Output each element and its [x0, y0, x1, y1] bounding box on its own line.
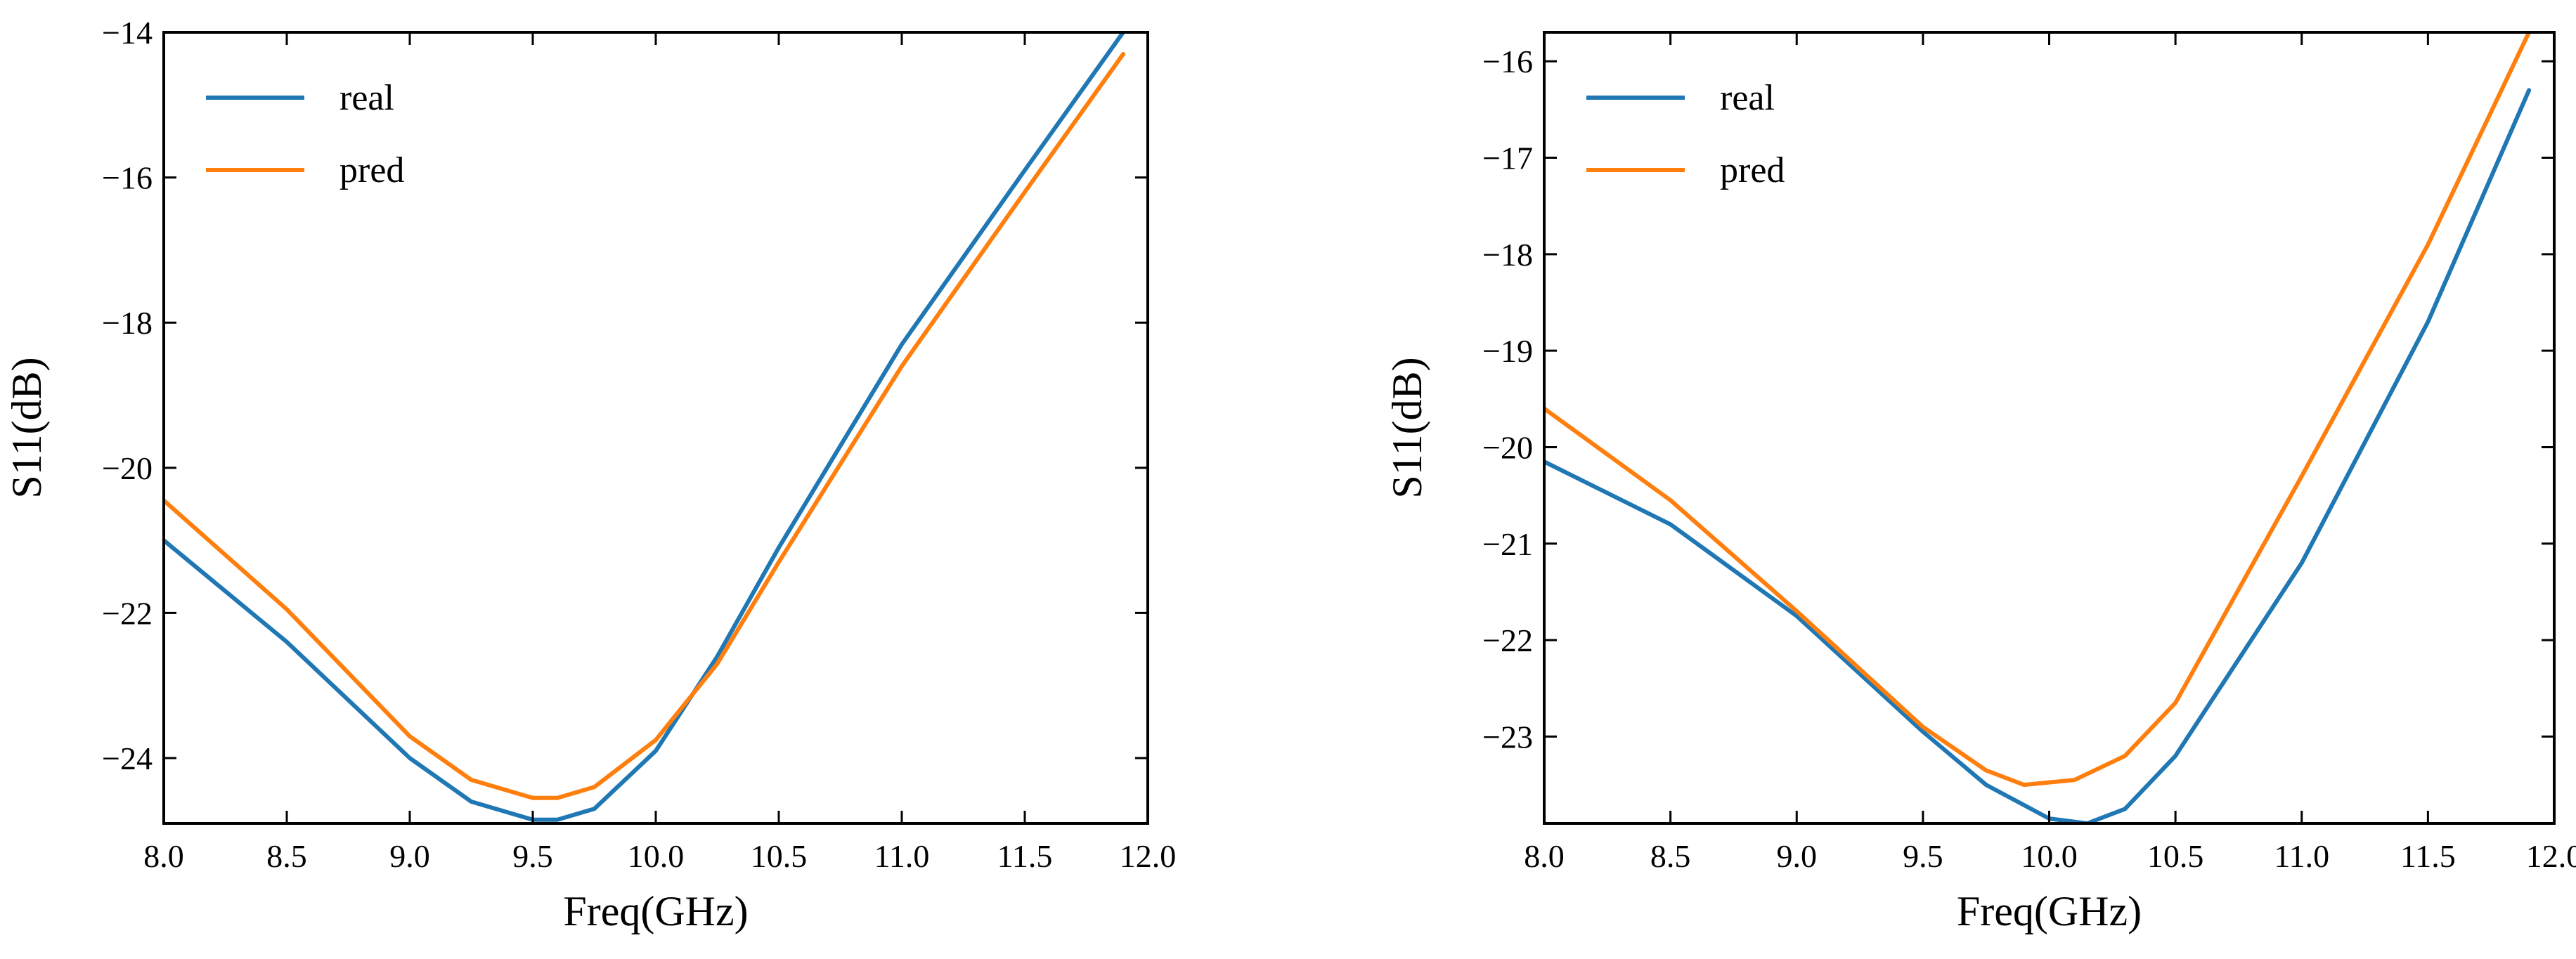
y-tick-label: −18	[1482, 237, 1533, 273]
y-tick-label: −22	[1482, 622, 1533, 658]
chart-right: 8.0 8.5 9.0 9.5 10.0 10.5 11.0 11.5 12.0 −23 −22 −2…	[1384, 31, 2576, 934]
legend-label-pred: pred	[1720, 150, 1785, 190]
x-tick-label: 11.5	[2400, 838, 2456, 874]
plot-frame	[1543, 31, 2556, 825]
x-axis-label: Freq(GHz)	[563, 888, 748, 934]
x-tick-label: 8.5	[1650, 838, 1691, 874]
series-line-real	[164, 32, 1125, 822]
legend-label-real: real	[1720, 78, 1775, 118]
x-tick-label: 9.0	[389, 838, 430, 874]
y-tick-label: −17	[1482, 141, 1533, 176]
y-tick-label: −16	[102, 160, 153, 196]
y-tick-label: −14	[102, 15, 153, 51]
y-tick-label: −20	[102, 450, 153, 486]
y-tick-label: −24	[102, 741, 153, 776]
x-axis-label: Freq(GHz)	[1957, 888, 2142, 934]
legend-label-pred: pred	[339, 150, 404, 190]
x-tick-label: 9.5	[1903, 838, 1943, 874]
y-tick-label: −21	[1482, 526, 1533, 562]
legend-label-real: real	[339, 78, 394, 118]
x-tick-label: 10.0	[628, 838, 685, 874]
y-axis-label: S11(dB)	[1384, 357, 1430, 498]
y-tick-label: −19	[1482, 333, 1533, 369]
x-tick-label: 12.0	[1120, 838, 1177, 874]
x-tick-label: 11.0	[874, 838, 930, 874]
series-line-pred	[1544, 32, 2532, 788]
x-tick-label: 9.0	[1777, 838, 1818, 874]
x-tick-label: 8.0	[1524, 838, 1565, 874]
y-tick-label: −20	[1482, 429, 1533, 465]
x-tick-label: 11.0	[2274, 838, 2329, 874]
x-tick-label: 8.0	[143, 838, 184, 874]
chart-left: 8.0 8.5 9.0 9.5 10.0 10.5 11.0 11.5 12.0 −24 −22 −2…	[4, 15, 1176, 934]
plot-frame	[162, 31, 1149, 825]
series-line-pred	[164, 52, 1125, 800]
y-tick-label: −23	[1482, 719, 1533, 755]
y-tick-label: −16	[1482, 44, 1533, 79]
y-tick-label: −22	[102, 595, 153, 631]
x-tick-label: 12.0	[2526, 838, 2576, 874]
x-tick-label: 10.5	[751, 838, 808, 874]
x-tick-label: 9.5	[512, 838, 553, 874]
y-tick-label: −18	[102, 305, 153, 341]
x-tick-label: 8.5	[266, 838, 307, 874]
x-tick-label: 10.0	[2021, 838, 2078, 874]
y-axis-label: S11(dB)	[4, 357, 50, 498]
x-tick-label: 10.5	[2147, 838, 2204, 874]
series-line-real	[1544, 88, 2532, 823]
x-tick-label: 11.5	[997, 838, 1053, 874]
